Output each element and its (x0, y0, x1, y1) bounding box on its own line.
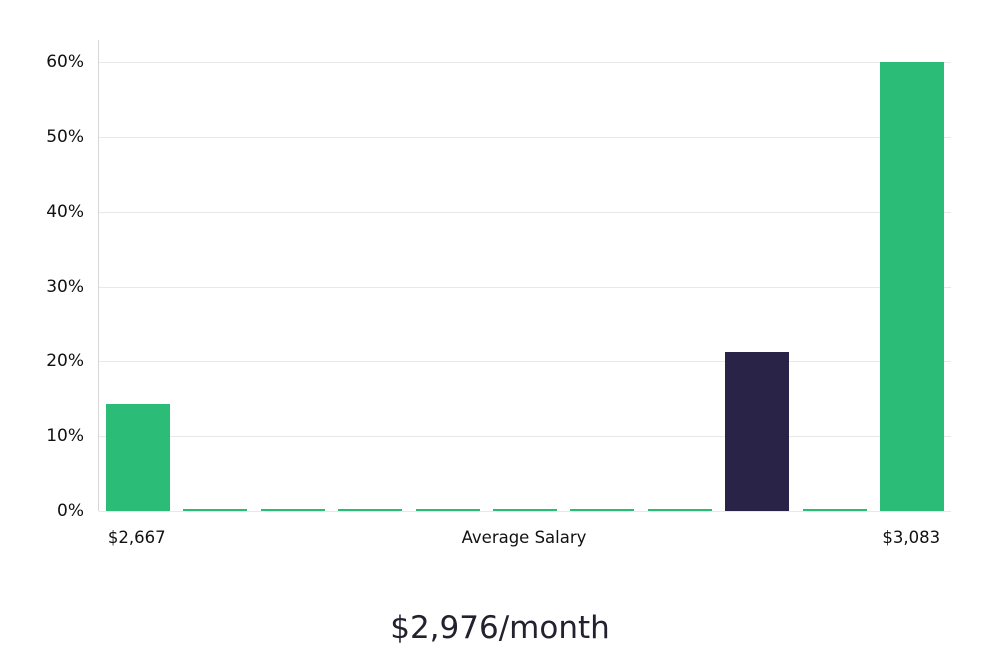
gridline (99, 137, 951, 139)
bar (493, 508, 557, 511)
bar (338, 508, 403, 511)
bar (802, 508, 867, 511)
gridline (99, 436, 951, 438)
x-tick-label-min: $2,667 (107, 528, 166, 547)
y-tick-label: 40% (46, 201, 84, 222)
bar (725, 351, 790, 511)
x-axis-title: Average Salary (461, 528, 587, 547)
bar (880, 62, 945, 511)
bar (570, 508, 635, 511)
y-tick-label: 60% (46, 52, 84, 73)
gridline (99, 361, 951, 363)
y-tick-label: 20% (46, 351, 84, 372)
gridline (99, 286, 951, 288)
gridline (99, 211, 951, 213)
x-tick-label-max: $3,083 (882, 528, 941, 547)
gridline (99, 62, 951, 64)
y-tick-label: 50% (46, 127, 84, 148)
chart-title: $2,976/month (390, 610, 610, 646)
bar (647, 508, 712, 511)
plot-area (98, 40, 951, 512)
y-axis: 0% 10% 20% 30% 40% 50% 60% (0, 40, 90, 521)
bar (415, 508, 480, 511)
bar (183, 508, 248, 511)
bar (105, 404, 170, 511)
bar (260, 508, 325, 511)
y-tick-label: 0% (57, 501, 84, 521)
gridline (99, 511, 951, 512)
x-axis: $2,667 Average Salary $3,083 (98, 528, 950, 558)
y-tick-label: 30% (46, 276, 84, 297)
y-tick-label: 10% (46, 426, 84, 447)
